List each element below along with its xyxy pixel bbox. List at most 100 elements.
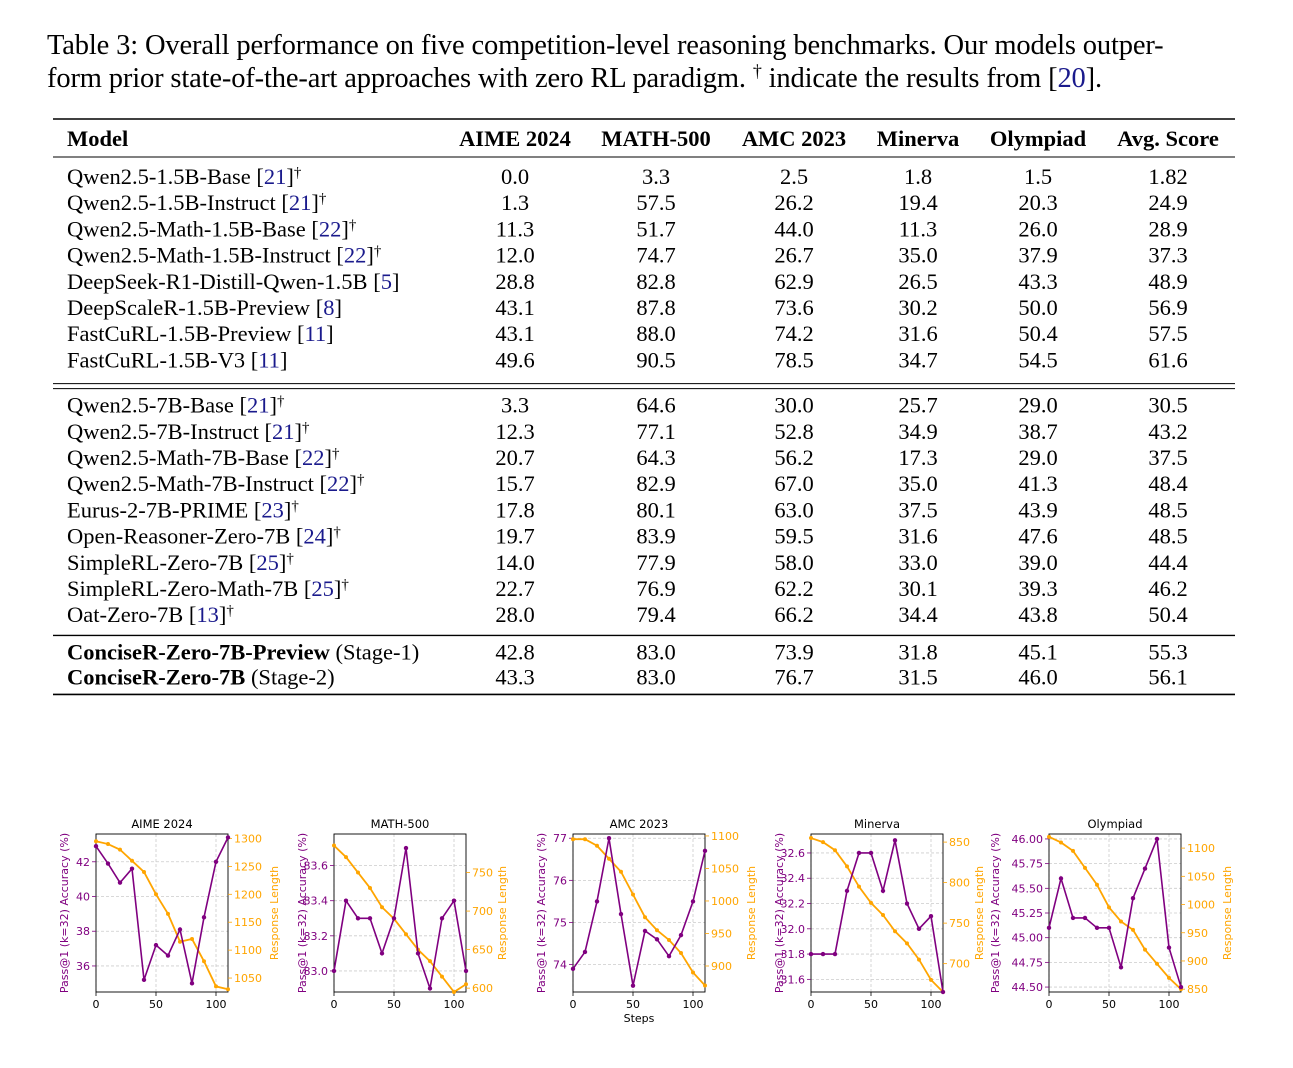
x-tick-label: 100 xyxy=(683,998,704,1011)
model-label: Open-Reasoner-Zero-7B xyxy=(67,524,296,549)
table-cell: 48.4 xyxy=(1148,471,1187,496)
ablation-charts: 0 50 100 36 38 40 42 1050 1100 1150 1200 1250 1300 AI… xyxy=(0,806,1293,1063)
bracket: ] xyxy=(326,524,334,549)
table-cell: 43.2 xyxy=(1148,419,1187,444)
chart-title: AMC 2023 xyxy=(610,817,669,831)
x-tick-label: 0 xyxy=(93,998,100,1011)
table-cell: 39.0 xyxy=(1018,550,1057,575)
table-cell: 43.1 xyxy=(495,321,534,346)
response-length-point xyxy=(1071,848,1075,853)
response-length-point xyxy=(190,936,194,941)
y2-tick-label: 1250 xyxy=(234,860,262,873)
dagger-mark: † xyxy=(341,577,349,593)
response-length-point xyxy=(1143,947,1147,952)
accuracy-point xyxy=(117,880,123,885)
y2-tick-label: 1300 xyxy=(234,832,262,845)
table-cell: 83.9 xyxy=(636,524,675,549)
accuracy-point xyxy=(439,916,445,921)
table-cell: 43.9 xyxy=(1018,497,1057,522)
model-label: Qwen2.5-1.5B-Instruct xyxy=(67,190,281,215)
accuracy-point xyxy=(702,848,708,854)
y2-tick-label: 700 xyxy=(949,958,970,971)
response-length-point xyxy=(571,837,575,842)
table-cell: 25.7 xyxy=(898,393,937,418)
accuracy-point xyxy=(153,942,159,948)
table-cell: 50.4 xyxy=(1148,602,1187,627)
chart-minerva: 0 50 100 31.6 31.8 32.0 32.2 32.4 32.6 700 750 800 8… xyxy=(773,817,986,1011)
bracket: ] xyxy=(366,243,374,268)
chart-title: MATH-500 xyxy=(371,817,430,831)
citation-link[interactable]: 25 xyxy=(311,576,334,601)
accuracy-point xyxy=(678,932,684,938)
y-axis-label: Pass@1 (k=32) Accuracy (%) xyxy=(535,833,548,993)
table-cell: 66.2 xyxy=(774,602,813,627)
table-cell: 48.5 xyxy=(1148,524,1187,549)
y-tick-label: 76 xyxy=(553,874,567,887)
accuracy-point xyxy=(1082,915,1088,921)
chart-amc-2023: 0 50 100 74 75 76 77 900 950 1000 1050 1100 AMC 2023… xyxy=(535,817,758,1025)
table-cell: 57.5 xyxy=(1148,321,1187,346)
accuracy-point xyxy=(225,835,231,840)
citation-link[interactable]: 21 xyxy=(264,164,287,189)
response-length-point xyxy=(142,869,146,874)
response-length-point xyxy=(905,941,909,946)
table-cell: 51.7 xyxy=(636,216,675,241)
accuracy-point xyxy=(451,898,457,903)
bracket: ] xyxy=(334,576,342,601)
citation-link[interactable]: 22 xyxy=(344,243,367,268)
citation-link[interactable]: 8 xyxy=(323,295,334,320)
citation-link[interactable]: 22 xyxy=(327,471,350,496)
model-name: Open-Reasoner-Zero-7B [24]† xyxy=(67,524,341,549)
accuracy-point xyxy=(355,916,361,921)
header-amc-2023: AMC 2023 xyxy=(742,126,846,151)
header-avg-score: Avg. Score xyxy=(1117,126,1219,151)
table-cell: 34.7 xyxy=(898,347,937,372)
citation-link[interactable]: 21 xyxy=(289,190,312,215)
citation-link[interactable]: 24 xyxy=(303,524,326,549)
table-cell: 58.0 xyxy=(774,550,813,575)
bracket: [ xyxy=(251,347,259,372)
x-tick-label: 100 xyxy=(206,998,227,1011)
table-cell: 26.0 xyxy=(1018,216,1057,241)
y-tick-label: 32.4 xyxy=(781,872,806,885)
caption-citation-link[interactable]: 20 xyxy=(1057,63,1086,94)
model-name: ConciseR-Zero-7B (Stage-2) xyxy=(67,664,335,689)
citation-link[interactable]: 21 xyxy=(247,393,270,418)
citation-link[interactable]: 5 xyxy=(381,269,392,294)
accuracy-line xyxy=(811,840,944,993)
y-tick-label: 45.75 xyxy=(1012,858,1044,871)
response-length-point xyxy=(130,858,134,863)
y2-tick-label: 700 xyxy=(472,905,493,918)
accuracy-point xyxy=(403,845,409,851)
y-tick-label: 42 xyxy=(76,856,90,869)
dagger-mark: † xyxy=(332,446,340,462)
table-cell: 43.1 xyxy=(495,295,534,320)
accuracy-point xyxy=(105,861,111,866)
response-length-point xyxy=(440,974,444,979)
bracket: ] xyxy=(284,497,292,522)
table-caption: Table 3: Overall performance on five com… xyxy=(47,29,1247,95)
citation-link[interactable]: 23 xyxy=(261,497,284,522)
bracket: ] xyxy=(280,347,288,372)
citation-link[interactable]: 11 xyxy=(258,347,280,372)
citation-link[interactable]: 13 xyxy=(196,602,219,627)
citation-link[interactable]: 11 xyxy=(305,321,327,346)
accuracy-point xyxy=(808,951,814,957)
response-length-point xyxy=(332,843,336,848)
citation-link[interactable]: 22 xyxy=(302,445,325,470)
accuracy-point xyxy=(606,836,612,841)
y-tick-label: 46.00 xyxy=(1012,833,1044,846)
accuracy-point xyxy=(928,913,934,919)
accuracy-point xyxy=(654,937,660,942)
response-length-point xyxy=(583,837,587,842)
citation-link[interactable]: 22 xyxy=(319,216,342,241)
accuracy-point xyxy=(690,899,696,904)
response-length-point xyxy=(1119,919,1123,924)
citation-link[interactable]: 25 xyxy=(256,550,279,575)
table-cell: 34.9 xyxy=(898,419,937,444)
bracket: [ xyxy=(254,497,262,522)
y2-tick-label: 1100 xyxy=(234,944,262,957)
y-tick-label: 36 xyxy=(76,960,90,973)
citation-link[interactable]: 21 xyxy=(272,419,295,444)
bracket: ] xyxy=(392,269,400,294)
